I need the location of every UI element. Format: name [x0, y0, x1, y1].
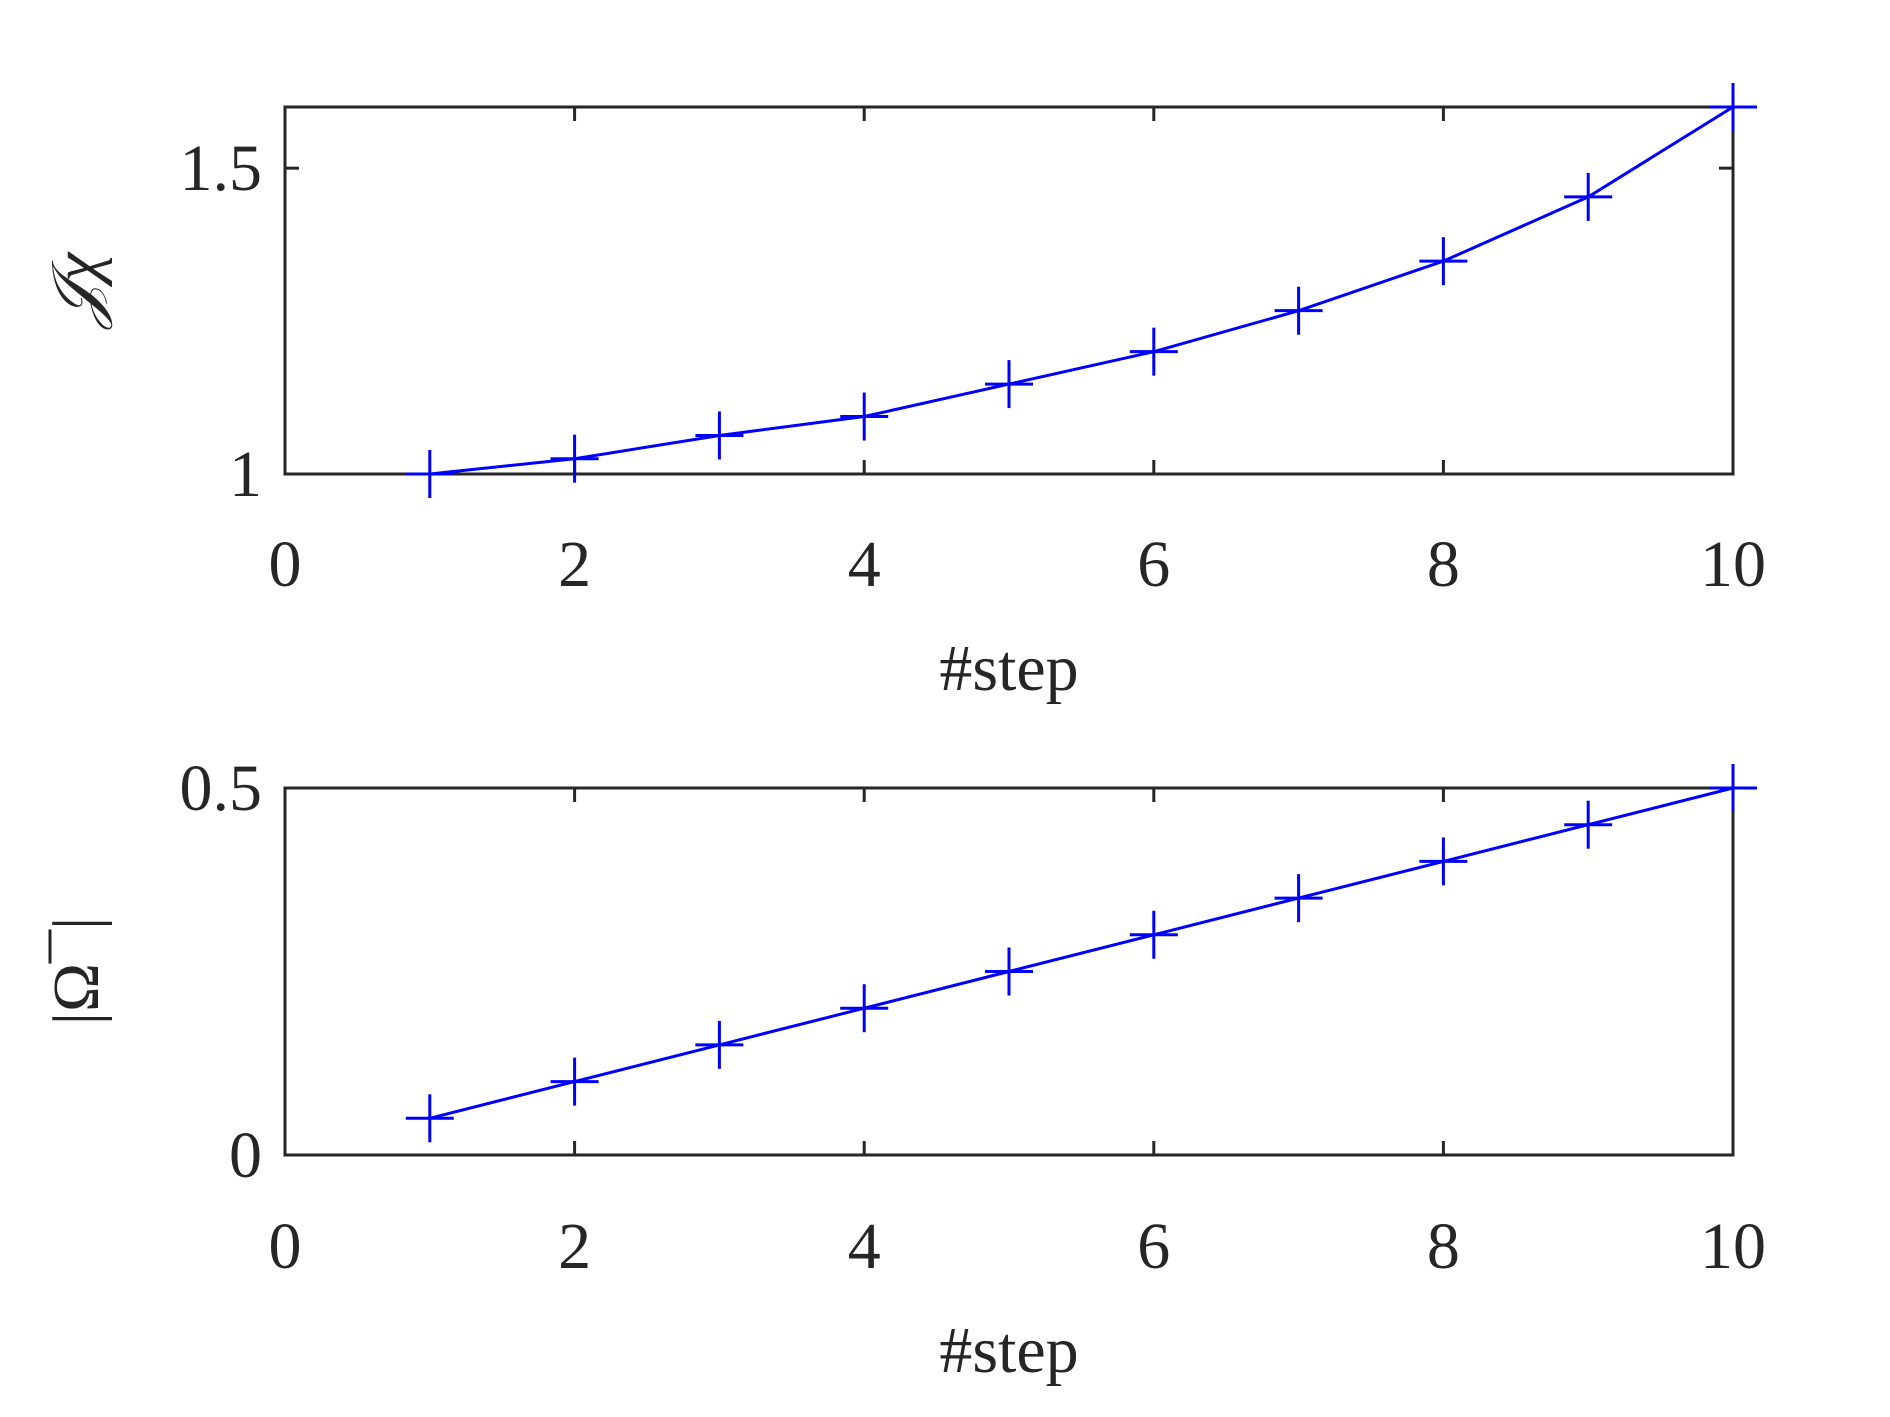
bottom-data-point-marker [1274, 874, 1323, 923]
top-chart-panel: 0 2 4 6 8 10 1 1.5 #step 𝒥χ [40, 83, 1766, 705]
top-series-line [429, 105, 1734, 476]
top-y-tick-label: 1.5 [180, 132, 263, 205]
top-x-tick-label: 2 [558, 528, 591, 601]
top-x-tick-label: 0 [269, 528, 302, 601]
bottom-data-point-marker [405, 1094, 454, 1143]
bottom-x-tick-label: 4 [848, 1210, 881, 1283]
bottom-data-point-marker [840, 984, 889, 1033]
bottom-x-tick-label: 2 [558, 1210, 591, 1283]
top-x-tick-label: 10 [1700, 528, 1766, 601]
bottom-data-point-marker [550, 1057, 599, 1106]
top-data-point-marker [695, 411, 744, 460]
top-data-point-marker [550, 434, 599, 483]
bottom-data-point-marker [695, 1020, 744, 1069]
bottom-x-tick-label: 8 [1427, 1210, 1460, 1283]
top-data-point-marker [985, 360, 1033, 409]
bottom-data-point-marker [1564, 800, 1613, 849]
top-data-point-marker [1129, 327, 1178, 376]
bottom-y-tick-label: 0.5 [180, 752, 263, 825]
bottom-data-point-marker [1419, 837, 1468, 886]
bottom-x-axis-title: #step [939, 1314, 1078, 1387]
top-x-axis-title: #step [939, 632, 1078, 705]
top-data-point-marker [840, 392, 889, 441]
bottom-y-tick-label: 0 [229, 1119, 262, 1192]
bottom-data-point-marker [1129, 910, 1178, 959]
bottom-x-tick-label: 10 [1700, 1210, 1766, 1283]
top-axes-frame [283, 105, 1735, 476]
top-x-tick-label: 4 [848, 528, 881, 601]
bottom-y-axis-title: |Ω¯| [40, 917, 113, 1025]
bottom-chart-panel: 0 2 4 6 8 10 0 0.5 #step |Ω¯| [40, 752, 1766, 1387]
top-x-tick-label: 6 [1137, 528, 1170, 601]
bottom-x-tick-label: 0 [269, 1210, 302, 1283]
bottom-data-point-marker [985, 947, 1033, 996]
top-y-axis-title: 𝒥χ [40, 251, 113, 331]
top-x-tick-label: 8 [1427, 528, 1460, 601]
top-data-point-marker [405, 450, 454, 498]
top-y-tick-label: 1 [229, 438, 262, 511]
top-data-point-marker [1564, 172, 1613, 221]
bottom-data-point-marker [1709, 764, 1757, 812]
bottom-series-line [429, 786, 1734, 1120]
top-data-point-marker [1419, 237, 1468, 286]
top-data-point-marker [1274, 286, 1323, 335]
bottom-x-tick-label: 6 [1137, 1210, 1170, 1283]
top-data-point-marker [1709, 83, 1757, 131]
